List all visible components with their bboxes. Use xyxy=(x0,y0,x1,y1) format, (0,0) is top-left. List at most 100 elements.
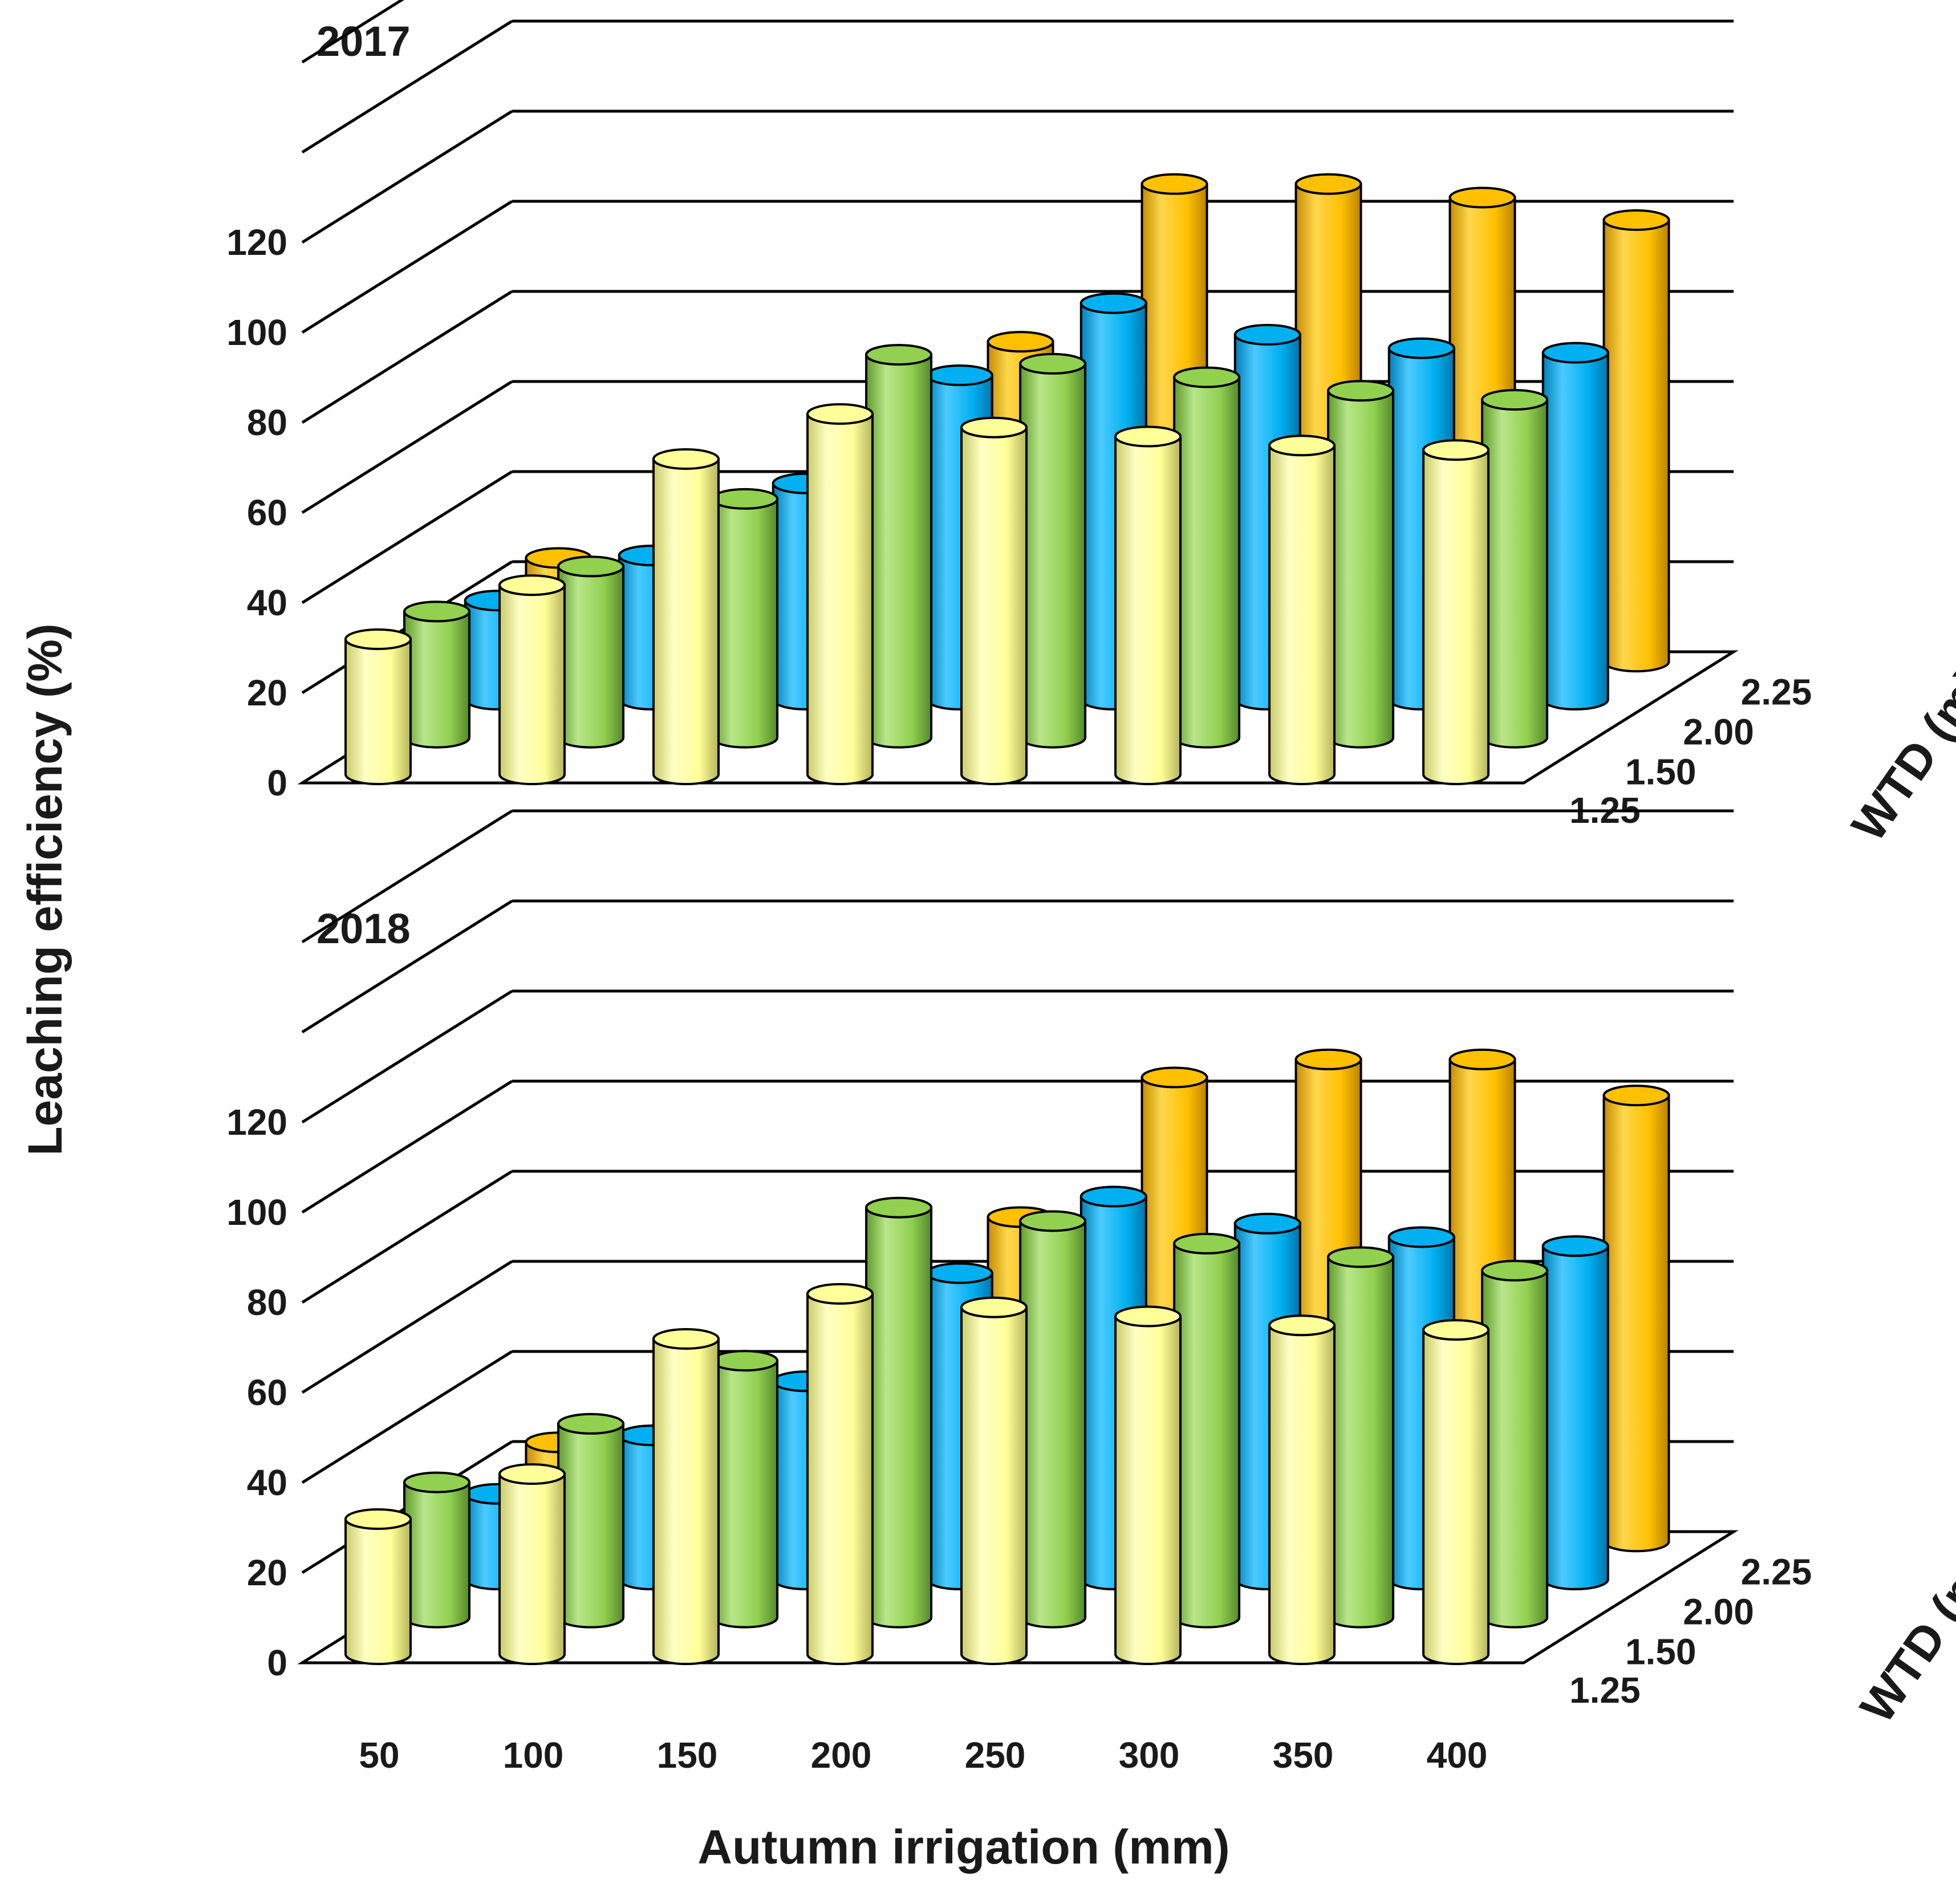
cylinder-bar xyxy=(711,488,779,749)
cylinder-bar xyxy=(865,1196,933,1629)
cylinder-top xyxy=(1422,1319,1490,1341)
cylinder-body xyxy=(652,458,720,785)
z-axis-title: WTD (m) xyxy=(1850,1540,1956,1732)
cylinder-top xyxy=(344,1508,412,1530)
x-tick-label: 400 xyxy=(1427,1735,1488,1776)
gridline-diagonal xyxy=(301,1260,513,1394)
cylinder-body xyxy=(344,1518,412,1665)
depth-tick-label: 2.00 xyxy=(1683,1591,1754,1632)
cylinder-bar xyxy=(1422,1319,1490,1665)
cylinder-body xyxy=(557,565,625,749)
cylinder-body xyxy=(1541,1245,1609,1590)
cylinder-body xyxy=(1602,1094,1670,1553)
y-tick-label: 0 xyxy=(267,1642,287,1683)
cylinder-top xyxy=(652,1328,720,1350)
cylinder-top xyxy=(987,331,1054,353)
cylinder-bar xyxy=(1114,425,1182,785)
cylinder-top xyxy=(926,364,993,387)
cylinder-top xyxy=(960,416,1028,439)
z-axis-title: WTD (m) xyxy=(1841,659,1956,851)
cylinder-body xyxy=(403,610,471,749)
cylinder-top xyxy=(1541,342,1609,364)
cylinder-top xyxy=(403,1471,471,1493)
cylinder-bar xyxy=(1481,389,1549,749)
cylinder-bar xyxy=(652,1328,720,1665)
cylinder-bar xyxy=(1602,1085,1670,1553)
cylinder-body xyxy=(1481,1269,1549,1629)
x-tick-label: 300 xyxy=(1119,1735,1180,1776)
y-tick-label: 40 xyxy=(247,1462,287,1503)
cylinder-body xyxy=(1173,376,1241,749)
cylinder-body xyxy=(1327,389,1395,749)
cylinder-body xyxy=(1422,449,1490,785)
cylinder-body xyxy=(865,354,933,749)
x-tick-label: 250 xyxy=(965,1735,1026,1776)
gridline-diagonal xyxy=(301,290,513,424)
depth-tick-label: 1.50 xyxy=(1625,751,1697,792)
cylinder-bar xyxy=(498,1463,566,1665)
cylinder-top xyxy=(1387,1226,1455,1248)
cylinder-top xyxy=(1422,439,1490,461)
cylinder-bar xyxy=(1541,1235,1609,1590)
cylinder-top xyxy=(1481,389,1549,411)
y-tick-label: 60 xyxy=(247,1372,287,1413)
y-tick-labels: 0 20 40 60 80 100 120 xyxy=(226,222,287,803)
cylinder-body xyxy=(1268,444,1336,785)
cylinder-top xyxy=(1019,1210,1087,1232)
gridline-diagonal xyxy=(301,1350,513,1484)
cylinder-body xyxy=(960,426,1028,785)
cylinder-top xyxy=(1387,337,1455,359)
cylinder-top xyxy=(1448,1048,1516,1070)
cylinder-top xyxy=(865,1196,933,1219)
cylinder-bar xyxy=(344,1508,412,1665)
gridline-diagonal xyxy=(301,1079,513,1214)
cylinder-bars xyxy=(344,1048,1670,1665)
y-tick-label: 100 xyxy=(226,312,287,353)
cylinder-top xyxy=(960,1296,1028,1318)
cylinder-top xyxy=(1080,292,1147,314)
y-tick-label: 120 xyxy=(226,222,287,263)
cylinder-top xyxy=(1268,435,1336,457)
cylinder-body xyxy=(1114,435,1182,785)
cylinder-top xyxy=(1294,173,1362,195)
gridline-diagonal xyxy=(301,470,513,604)
y-tick-label: 80 xyxy=(247,402,287,443)
cylinder-top xyxy=(1173,366,1241,388)
cylinder-body xyxy=(1541,351,1609,711)
cylinder-body xyxy=(1114,1315,1182,1665)
cylinder-bar xyxy=(344,628,412,785)
cylinder-bar xyxy=(960,1296,1028,1665)
cylinder-bar xyxy=(498,574,566,785)
x-tick-label: 50 xyxy=(359,1735,399,1776)
gridline-diagonal xyxy=(301,19,513,154)
cylinder-top xyxy=(806,403,874,425)
cylinder-bar xyxy=(1327,380,1395,749)
cylinder-body xyxy=(498,584,566,785)
cylinder-body xyxy=(1481,399,1549,749)
cylinder-top xyxy=(498,1463,566,1485)
depth-tick-labels: 1.251.502.002.25 xyxy=(1569,1551,1812,1711)
cylinder-top xyxy=(1114,1305,1182,1327)
cylinder-top xyxy=(403,600,471,623)
x-tick-label: 200 xyxy=(811,1735,872,1776)
cylinder-top xyxy=(711,488,779,510)
cylinder-body xyxy=(806,413,874,785)
cylinder-bar xyxy=(652,448,720,785)
depth-tick-label: 2.00 xyxy=(1683,711,1754,752)
cylinder-bar xyxy=(1019,352,1087,749)
cylinder-top xyxy=(865,344,933,366)
depth-tick-label: 1.25 xyxy=(1569,1670,1641,1711)
cylinder-body xyxy=(403,1481,471,1629)
cylinder-body xyxy=(557,1422,625,1629)
cylinder-bar xyxy=(403,600,471,749)
cylinder-top xyxy=(557,555,625,578)
cylinder-top xyxy=(1233,324,1301,346)
gridline-diagonal xyxy=(301,380,513,514)
gridline-diagonal xyxy=(301,200,513,334)
gridline-diagonal xyxy=(301,809,513,944)
cylinder-top xyxy=(1233,1212,1301,1235)
cylinder-body xyxy=(344,638,412,785)
cylinder-top xyxy=(926,1262,993,1284)
cylinder-top xyxy=(1114,425,1182,448)
